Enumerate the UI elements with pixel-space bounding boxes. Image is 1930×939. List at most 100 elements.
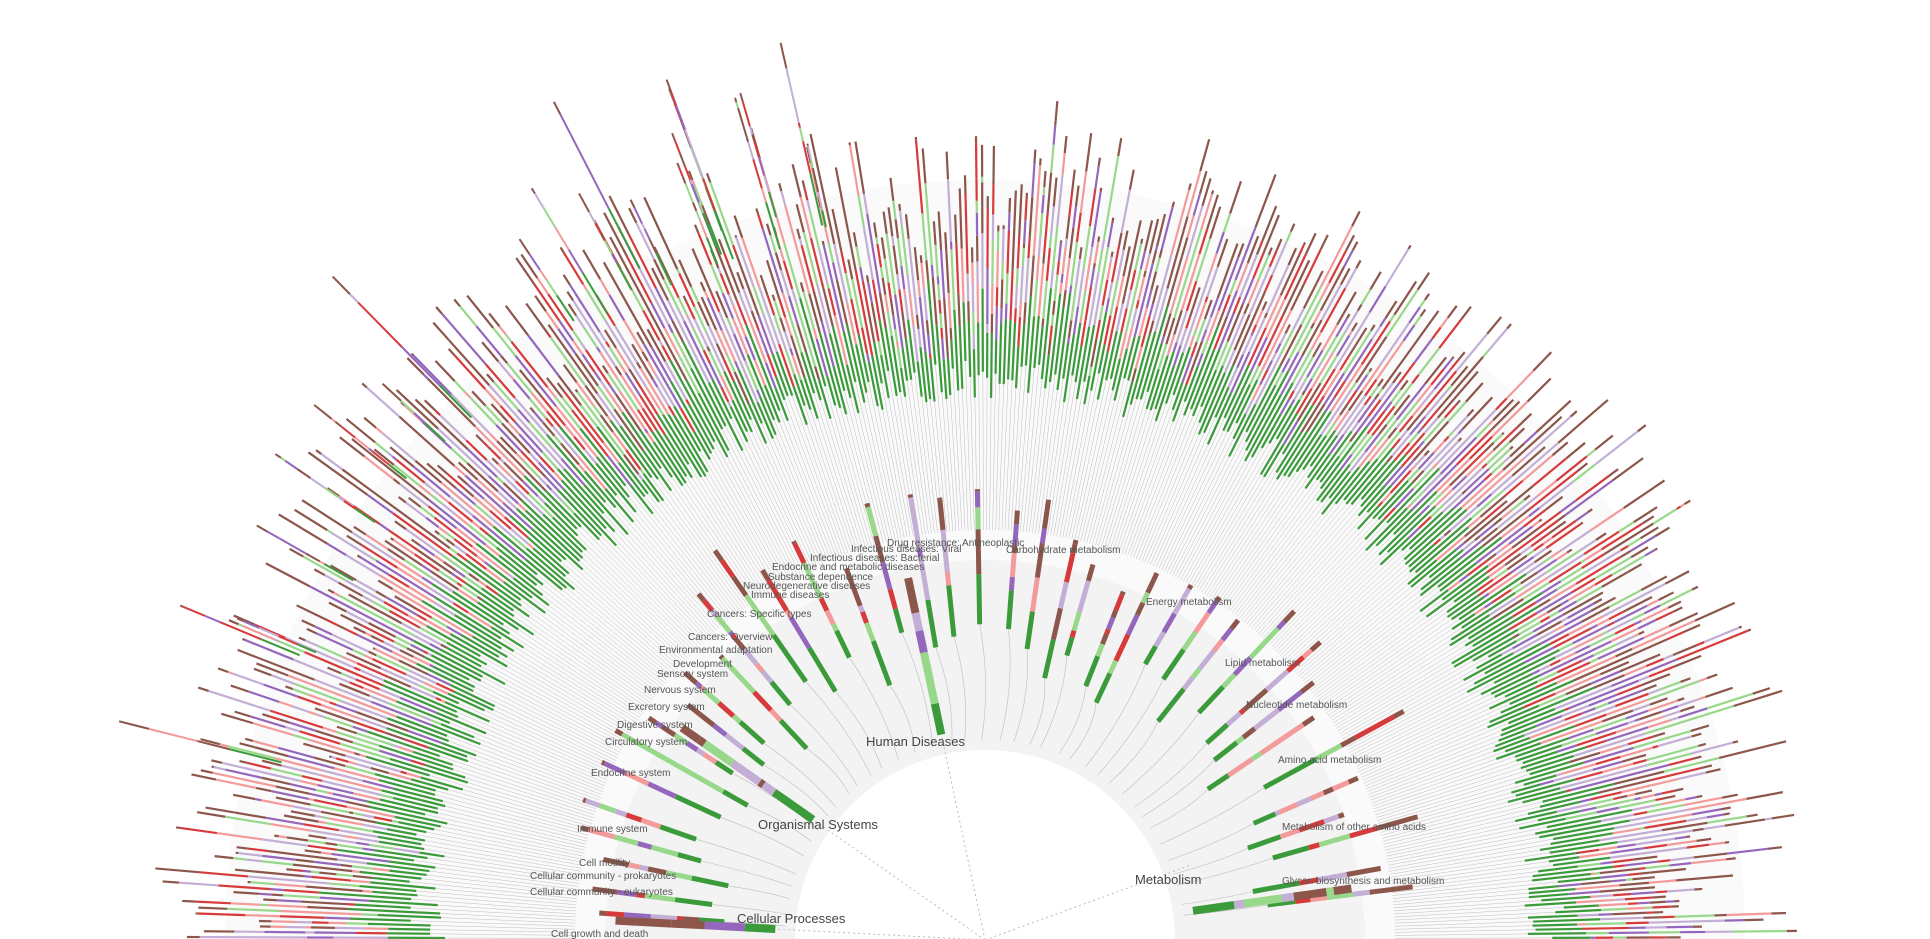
leaf-bar[interactable] [765,259,819,419]
leaf-bar[interactable] [397,496,533,599]
leaf-bar[interactable] [1033,100,1059,369]
leaf-bar[interactable] [1535,925,1702,931]
leaf-bar[interactable] [1408,399,1572,550]
leaf-bar[interactable] [1527,929,1797,936]
leaf-bar[interactable] [821,240,857,383]
sub-label-immune-system[interactable]: Immune system [577,824,648,835]
leaf-bar[interactable] [1480,585,1699,696]
leaf-bar[interactable] [1507,740,1739,804]
leaf-bar[interactable] [1425,457,1644,618]
subcategory-bar[interactable] [582,797,697,842]
leaf-bar[interactable] [880,237,907,397]
leaf-bar[interactable] [1197,238,1283,435]
leaf-bar[interactable] [529,406,617,509]
leaf-bar[interactable] [326,487,515,618]
subcategory-bar[interactable] [1252,775,1359,826]
leaf-bar[interactable] [1276,324,1376,480]
leaf-bar[interactable] [258,919,431,927]
sub-label-nucleotide-metabolism[interactable]: Nucleotide metabolism [1246,700,1347,711]
leaf-bar[interactable] [963,175,972,377]
leaf-bar[interactable] [1315,310,1440,481]
outlier-bar[interactable] [676,162,719,265]
leaf-bar[interactable] [259,925,431,931]
leaf-bar[interactable] [1555,905,1679,914]
leaf-bar[interactable] [1287,280,1418,478]
leaf-bar[interactable] [1281,244,1412,455]
leaf-bar[interactable] [435,306,607,503]
leaf-bar[interactable] [1062,247,1083,379]
leaf-bar[interactable] [1450,506,1658,641]
leaf-bar[interactable] [1096,246,1131,400]
leaf-bar[interactable] [1307,308,1427,479]
leaf-bar[interactable] [603,329,690,465]
leaf-bar[interactable] [1522,705,1695,765]
leaf-bar[interactable] [801,180,860,414]
leaf-bar[interactable] [330,564,508,668]
leaf-bar[interactable] [406,357,578,530]
leaf-bar[interactable] [734,234,794,396]
leaf-bar[interactable] [834,167,884,410]
leaf-bar[interactable] [795,203,846,391]
leaf-bar[interactable] [653,246,749,443]
leaf-bar[interactable] [236,846,430,873]
leaf-bar[interactable] [1519,794,1676,830]
leaf-bar[interactable] [1508,625,1743,725]
outlier-bar[interactable] [331,275,473,419]
leaf-bar[interactable] [373,448,544,586]
leaf-bar[interactable] [889,177,916,373]
leaf-bar[interactable] [1504,673,1718,753]
major-label-metabolism[interactable]: Metabolism [1135,872,1201,887]
leaf-bar[interactable] [394,595,500,658]
leaf-bar[interactable] [203,930,431,935]
leaf-bar[interactable] [636,331,711,460]
major-label-human-diseases[interactable]: Human Diseases [866,734,965,749]
leaf-bar[interactable] [211,765,426,816]
leaf-bar[interactable] [700,296,768,444]
leaf-bar[interactable] [603,212,730,452]
leaf-bar[interactable] [253,667,450,743]
leaf-bar[interactable] [646,328,715,450]
leaf-bar[interactable] [1123,213,1167,379]
leaf-bar[interactable] [515,257,662,469]
leaf-bar[interactable] [518,369,637,513]
leaf-bar[interactable] [1529,732,1666,776]
leaf-bar[interactable] [1090,169,1135,391]
leaf-bar[interactable] [1549,813,1795,854]
leaf-bar[interactable] [1489,660,1630,724]
leaf-bar[interactable] [1360,323,1512,500]
leaf-bar[interactable] [1364,437,1463,541]
leaf-bar[interactable] [217,667,468,758]
leaf-bar[interactable] [989,145,996,398]
leaf-bar[interactable] [1275,327,1368,474]
leaf-bar[interactable] [1466,596,1653,694]
leaf-bar[interactable] [481,341,635,523]
subcategory-bar[interactable] [599,910,725,925]
sub-label-circulatory-system[interactable]: Circulatory system [605,737,687,748]
leaf-bar[interactable] [1040,135,1068,380]
leaf-bar[interactable] [395,389,581,562]
leaf-bar[interactable] [426,462,576,591]
outlier-bar[interactable] [552,101,641,269]
leaf-bar[interactable] [1295,272,1431,473]
leaf-bar[interactable] [346,651,460,705]
leaf-bar[interactable] [410,352,582,528]
leaf-bar[interactable] [1386,351,1553,524]
subcategory-bar[interactable] [1143,583,1194,666]
leaf-bar[interactable] [288,547,481,658]
leaf-bar[interactable] [1121,285,1159,418]
leaf-bar[interactable] [411,538,514,612]
leaf-bar[interactable] [377,579,508,658]
outlier-bar[interactable] [806,143,827,228]
hub-organismal[interactable] [679,724,816,823]
outlier-bar[interactable] [179,604,301,657]
leaf-bar[interactable] [340,613,470,681]
leaf-bar[interactable] [197,686,454,771]
leaf-bar[interactable] [1226,259,1311,433]
subcategory-bar[interactable] [937,497,957,637]
leaf-bar[interactable] [1537,787,1684,822]
major-label-cellular-processes[interactable]: Cellular Processes [737,911,846,926]
subcategory-bar[interactable] [1206,715,1316,792]
leaf-bar[interactable] [1054,185,1080,375]
leaf-bar[interactable] [791,163,852,398]
leaf-bar[interactable] [1437,424,1647,588]
